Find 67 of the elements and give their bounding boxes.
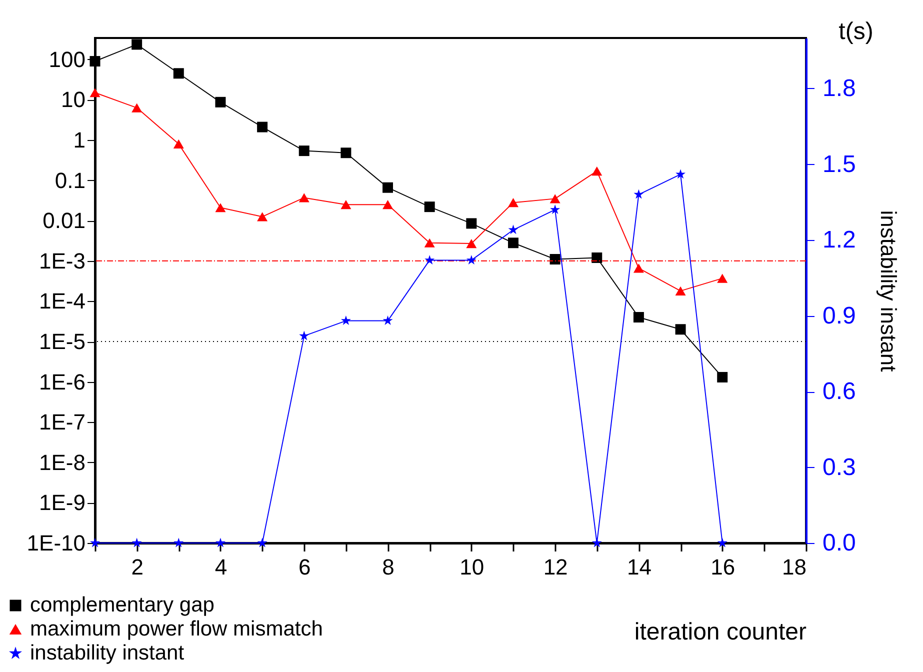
point xyxy=(508,238,518,248)
point xyxy=(173,68,184,79)
point xyxy=(424,238,435,248)
x-tick-label: 14 xyxy=(626,554,652,580)
point xyxy=(340,148,352,158)
legend-label: maximum power flow mismatch xyxy=(30,618,323,640)
x-tick-label: 10 xyxy=(460,554,484,580)
point xyxy=(382,182,394,193)
point xyxy=(298,146,310,156)
point xyxy=(215,96,226,108)
y2-tick-label: 1.8 xyxy=(822,75,856,102)
point xyxy=(717,372,728,382)
y-tick-label: 1E-9 xyxy=(39,490,86,516)
y2-tick-label: 0.0 xyxy=(822,530,856,556)
y-tick-label: 1E-4 xyxy=(39,288,86,314)
point xyxy=(340,200,352,210)
y-tick-label: 1E-5 xyxy=(39,329,86,354)
y-tick-label: 1E-3 xyxy=(39,248,86,274)
y-tick-label: 1 xyxy=(73,128,86,153)
y2-tick-label: 1.5 xyxy=(822,150,856,178)
point xyxy=(90,56,100,67)
point xyxy=(550,194,560,204)
point xyxy=(132,39,142,50)
x-tick-label: 8 xyxy=(382,554,394,580)
point xyxy=(466,218,477,229)
x-tick-label: 2 xyxy=(131,554,144,580)
y-tick-label: 10 xyxy=(61,87,86,112)
y2-tick-label: 0.6 xyxy=(822,378,856,405)
x-axis-title: iteration counter xyxy=(634,618,806,646)
point xyxy=(466,238,477,248)
point xyxy=(592,252,602,263)
y2-tick-label: 1.2 xyxy=(822,226,856,254)
y-tick-label: 1E-6 xyxy=(39,369,86,394)
y-tick-label: 100 xyxy=(48,46,86,72)
point xyxy=(592,166,602,176)
y2-axis-title: instability instant xyxy=(876,210,901,372)
point xyxy=(675,286,686,296)
point xyxy=(550,254,560,264)
point xyxy=(132,103,142,112)
x-tick-label: 18 xyxy=(782,554,806,580)
y-tick-label: 0.1 xyxy=(54,168,86,193)
point xyxy=(633,312,644,322)
point xyxy=(717,274,728,283)
legend-label: complementary gap xyxy=(30,594,214,616)
text: t(s) xyxy=(838,18,874,45)
y-tick-label: 1E-10 xyxy=(26,530,86,556)
x-tick-label: 16 xyxy=(710,554,736,580)
x-tick-label: 4 xyxy=(214,554,228,580)
point xyxy=(173,139,184,148)
y-tick-label: 1E-8 xyxy=(39,450,86,475)
point xyxy=(675,324,686,335)
point xyxy=(257,122,268,132)
point xyxy=(257,212,268,222)
y-tick-label: 0.01 xyxy=(42,208,86,234)
y2-tick-label: 0.3 xyxy=(822,454,856,481)
point xyxy=(633,264,644,273)
y2-tick-label: 0.9 xyxy=(822,302,856,330)
point xyxy=(90,88,100,98)
legend-label: instability instant xyxy=(30,642,184,664)
point xyxy=(508,198,518,208)
point xyxy=(424,202,435,212)
point xyxy=(382,200,394,210)
point xyxy=(298,193,310,202)
point xyxy=(215,203,226,212)
x-tick-label: 6 xyxy=(298,554,311,580)
y-tick-label: 1E-7 xyxy=(39,410,86,435)
x-tick-label: 12 xyxy=(543,554,568,580)
